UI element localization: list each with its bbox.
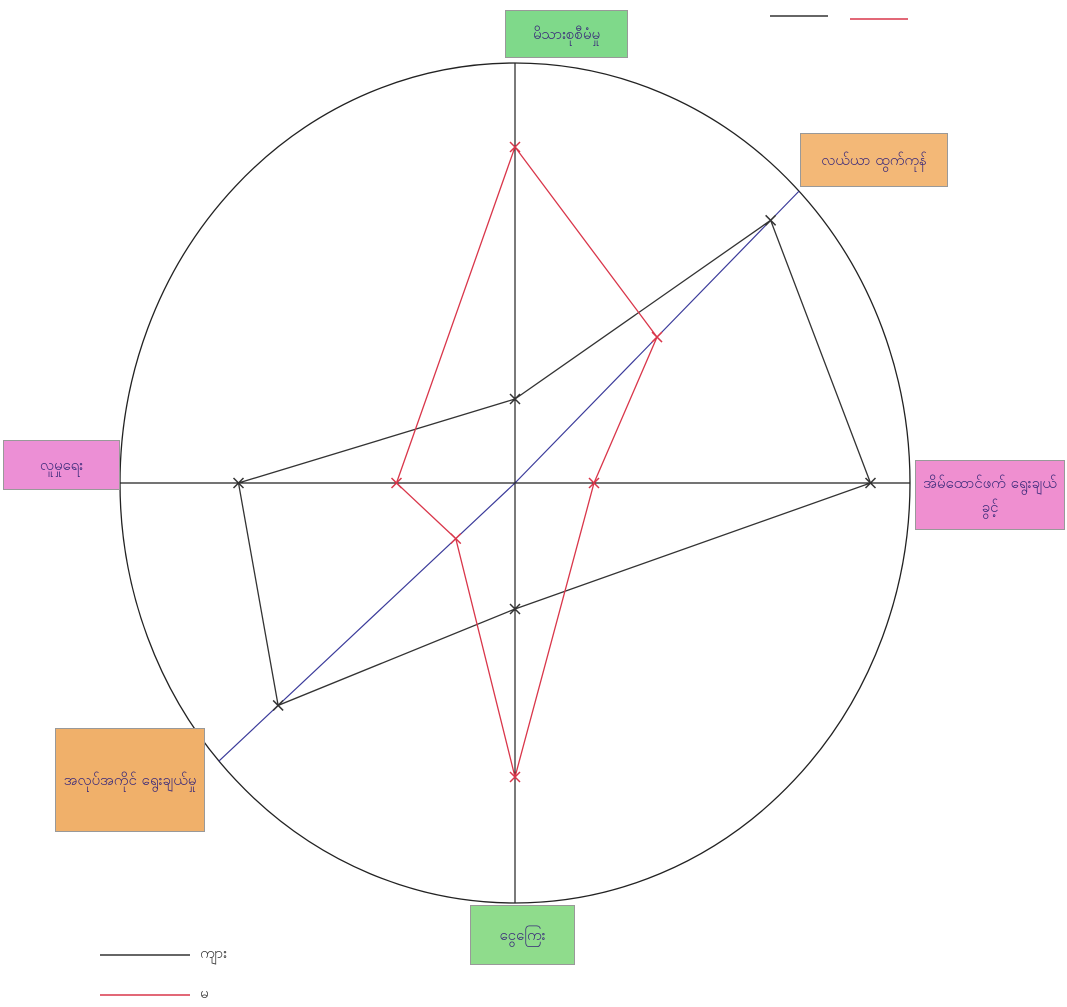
axis-label: ငွေကြေး: [470, 905, 575, 965]
vertex-marker: [766, 215, 776, 225]
legend-label: မ: [200, 984, 209, 1006]
axis-label: မိသားစုစီမံမှု: [505, 10, 628, 58]
vertex-marker: [451, 534, 461, 544]
axis-label: အလုပ်အကိုင် ရွေးချယ်မှု: [55, 728, 205, 832]
series-polygon: [239, 220, 871, 705]
axis-label: အိမ်ထောင်ဖက် ရွေးချယ်ခွင့်: [915, 460, 1065, 530]
series-polygon: [397, 147, 658, 777]
page: မိသားစုစီမံမှုလယ်ယာ ထွက်ကုန်အိမ်ထောင်ဖက်…: [0, 0, 1067, 1007]
axis-label: လူမှုရေး: [3, 440, 120, 490]
legend-label: ကျား: [200, 944, 227, 966]
vertex-marker: [652, 332, 662, 342]
axis-label: လယ်ယာ ထွက်ကုန်: [800, 133, 948, 187]
